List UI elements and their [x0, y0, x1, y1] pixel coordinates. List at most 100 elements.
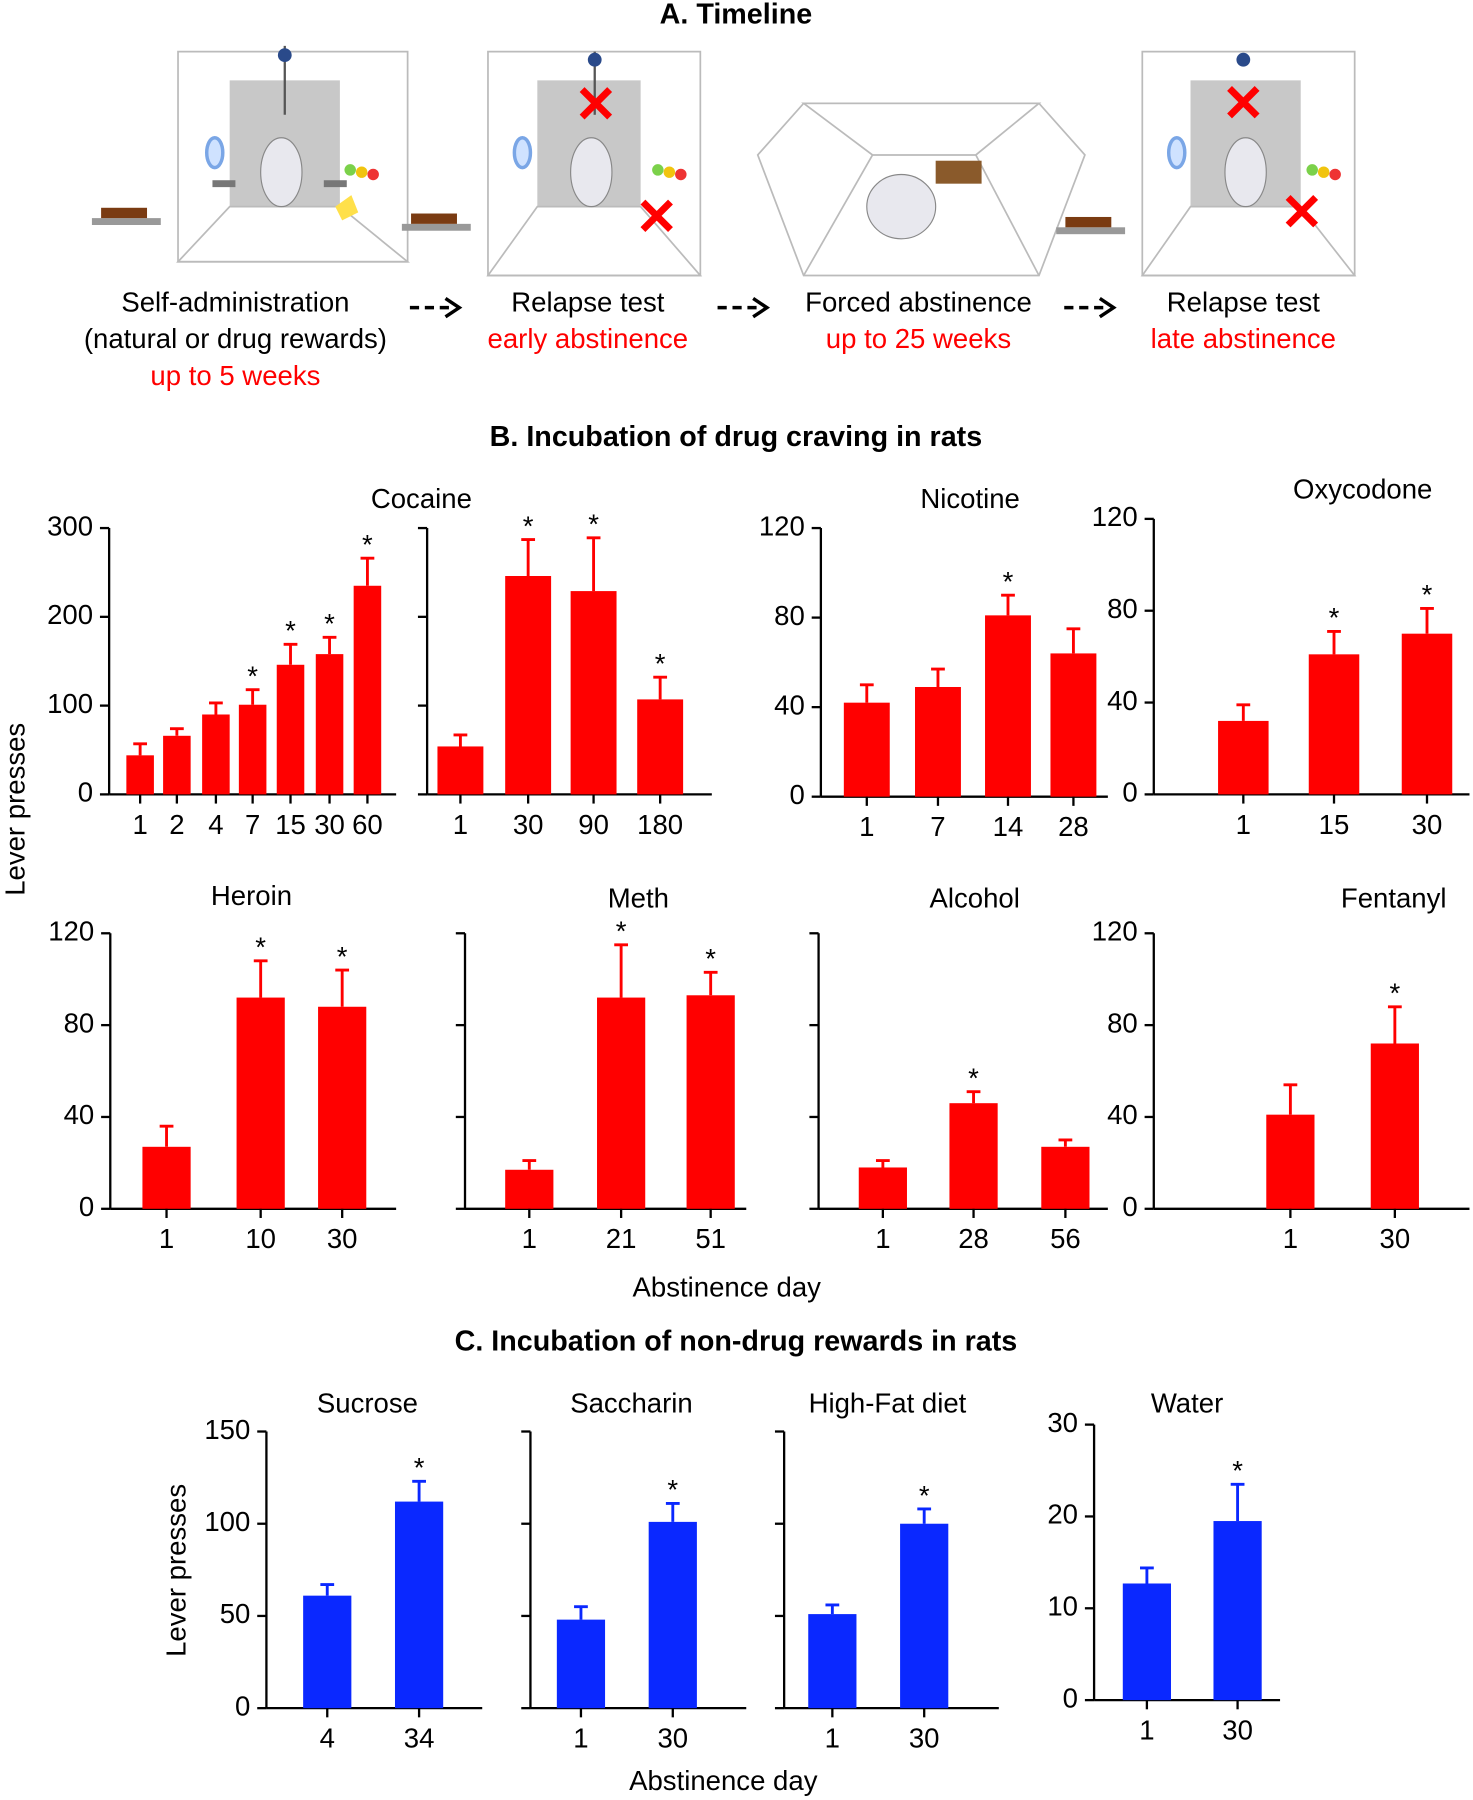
chart-title: Nicotine	[920, 483, 1020, 514]
chart-title: Heroin	[211, 880, 292, 911]
bar	[303, 1595, 352, 1709]
bar	[686, 995, 735, 1209]
bar	[1041, 1146, 1090, 1209]
error-bar	[159, 1124, 174, 1147]
error-bar	[522, 1159, 537, 1170]
x-tick-label: 180	[637, 809, 683, 840]
bar	[238, 704, 267, 795]
error-bar	[703, 970, 718, 996]
bar	[315, 654, 344, 795]
x-tick-label: 4	[208, 809, 223, 840]
significance-marker: *	[655, 648, 666, 679]
y-tick-label: 80	[1107, 593, 1138, 624]
significance-marker: *	[968, 1063, 979, 1094]
error-bar	[1001, 593, 1015, 616]
section-title: C. Incubation of non-drug rewards in rat…	[455, 1326, 1018, 1358]
bar	[437, 746, 484, 795]
x-tick-label: 2	[169, 809, 184, 840]
step-label: (natural or drug rewards)	[84, 323, 387, 354]
significance-marker: *	[667, 1474, 678, 1505]
x-tick-label: 15	[1319, 809, 1350, 840]
bar	[318, 1006, 367, 1209]
x-tick-label: 90	[578, 809, 609, 840]
bar	[915, 686, 961, 797]
bar	[597, 997, 646, 1209]
chart-title: Cocaine	[371, 483, 472, 514]
x-tick-label: 60	[352, 809, 383, 840]
error-bar	[521, 538, 536, 576]
y-tick-label: 20	[1047, 1499, 1078, 1530]
bar	[648, 1521, 697, 1709]
bar	[900, 1523, 949, 1709]
y-tick-label: 40	[1107, 685, 1138, 716]
y-axis-label: Lever presses	[0, 723, 31, 896]
significance-marker: *	[247, 660, 258, 691]
bar	[843, 702, 890, 797]
section-title: A. Timeline	[660, 0, 813, 31]
significance-marker: *	[1003, 566, 1014, 597]
bar	[556, 1619, 606, 1709]
x-tick-label: 1	[573, 1723, 588, 1754]
y-tick-label: 50	[220, 1598, 251, 1629]
chart-title: Saccharin	[570, 1387, 693, 1418]
x-tick-label: 1	[132, 809, 147, 840]
error-bar	[1236, 703, 1251, 721]
x-tick-label: 1	[875, 1223, 890, 1254]
error-bar	[1140, 1566, 1154, 1584]
step-duration: up to 5 weeks	[150, 360, 320, 391]
y-tick-label: 150	[204, 1414, 250, 1445]
error-bar	[574, 1605, 588, 1620]
cage	[91, 45, 411, 263]
x-tick-label: 30	[909, 1723, 940, 1754]
bar	[236, 997, 285, 1209]
x-tick-label: 1	[859, 811, 874, 842]
x-tick-label: 28	[1058, 811, 1089, 842]
bar	[985, 615, 1031, 797]
y-tick-label: 0	[1063, 1682, 1078, 1713]
y-tick-label: 0	[235, 1690, 250, 1721]
x-tick-label: 30	[1222, 1715, 1253, 1746]
y-tick-label: 80	[1107, 1007, 1138, 1038]
bar	[858, 1167, 907, 1209]
error-bar	[825, 1603, 840, 1615]
x-tick-label: 1	[825, 1723, 840, 1754]
x-tick-label: 15	[275, 809, 306, 840]
y-tick-label: 30	[1047, 1407, 1078, 1438]
x-tick-label: 51	[695, 1223, 726, 1254]
step-duration: early abstinence	[488, 323, 689, 354]
bar	[505, 576, 552, 795]
x-tick-label: 30	[327, 1223, 358, 1254]
error-bar	[1327, 629, 1341, 655]
y-tick-label: 40	[774, 689, 805, 720]
bar	[1218, 720, 1269, 795]
y-axis-label: Lever presses	[160, 1484, 191, 1657]
bar	[1266, 1114, 1315, 1209]
significance-marker: *	[1422, 579, 1433, 610]
x-tick-label: 10	[245, 1223, 276, 1254]
x-tick-label: 30	[1412, 809, 1443, 840]
x-tick-label: 7	[245, 809, 260, 840]
significance-marker: *	[362, 529, 373, 560]
step-label: Forced abstinence	[805, 286, 1032, 317]
bar	[1370, 1043, 1419, 1209]
y-tick-label: 120	[759, 510, 805, 541]
y-tick-label: 200	[47, 599, 93, 630]
bar	[353, 585, 382, 795]
cage	[756, 102, 1086, 277]
y-tick-label: 120	[1092, 916, 1138, 947]
error-bar	[966, 1090, 981, 1104]
x-tick-label: 30	[657, 1723, 688, 1754]
error-bar	[653, 675, 668, 700]
y-tick-label: 0	[78, 777, 93, 808]
x-tick-label: 30	[314, 809, 345, 840]
error-bar	[586, 536, 601, 592]
significance-marker: *	[1329, 602, 1340, 633]
bar	[1050, 653, 1097, 797]
timeline-arrows	[409, 297, 1117, 319]
step-label: Relapse test	[511, 286, 664, 317]
error-bar	[412, 1479, 426, 1502]
significance-marker: *	[523, 510, 534, 541]
error-bar	[875, 1159, 890, 1168]
x-axis-label: Abstinence day	[633, 1271, 822, 1302]
